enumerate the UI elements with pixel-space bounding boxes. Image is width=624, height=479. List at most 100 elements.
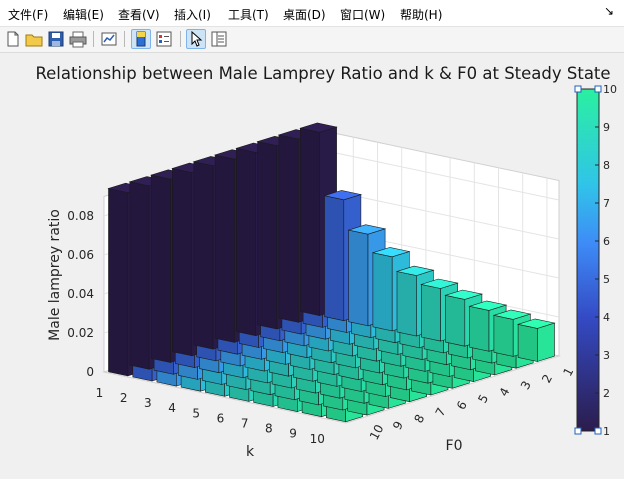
k-tick-label: 3 bbox=[144, 396, 152, 410]
colorbar-gradient bbox=[576, 88, 600, 432]
z-tick-label: 0.06 bbox=[67, 248, 94, 262]
bar-left-face bbox=[324, 195, 345, 322]
bar-left-face bbox=[150, 174, 171, 363]
new-figure-icon[interactable] bbox=[3, 29, 23, 49]
menu-file[interactable]: 文件(F) bbox=[8, 8, 49, 22]
grid-line bbox=[316, 148, 560, 201]
insert-legend-icon[interactable] bbox=[154, 29, 174, 49]
colorbar-tick-label: 9 bbox=[603, 121, 610, 134]
f0-tick-label: 10 bbox=[367, 422, 387, 442]
print-icon[interactable] bbox=[68, 29, 88, 49]
colorbar-tick-label: 7 bbox=[603, 197, 610, 210]
k-tick-label: 6 bbox=[217, 411, 225, 425]
k-tick-label: 4 bbox=[168, 401, 176, 415]
menu-help[interactable]: 帮助(H) bbox=[400, 8, 443, 22]
k-tick-label: 1 bbox=[96, 386, 104, 400]
bar-left-face bbox=[517, 323, 538, 362]
menu-bar: 文件(F) 编辑(E) 查看(V) 插入(I) 工具(T) 桌面(D) 窗口(W… bbox=[0, 0, 624, 27]
bar-left-face bbox=[469, 305, 490, 352]
z-tick-label: 0.08 bbox=[67, 209, 94, 223]
bar-left-face bbox=[420, 284, 441, 342]
f0-tick-label: 8 bbox=[411, 412, 427, 425]
f0-tick-label: 6 bbox=[454, 399, 470, 412]
edit-plot-arrow-icon[interactable] bbox=[186, 29, 206, 49]
toolbar-separator bbox=[124, 31, 125, 47]
colorbar-tick-label: 8 bbox=[603, 159, 610, 172]
f0-tick-label: 1 bbox=[560, 365, 576, 378]
bar-top-face bbox=[492, 309, 532, 320]
bar-left-face bbox=[372, 252, 393, 332]
colorbar-tick-label: 10 bbox=[603, 83, 617, 96]
menu-edit[interactable]: 编辑(E) bbox=[63, 8, 104, 22]
menu-insert[interactable]: 插入(I) bbox=[174, 8, 211, 22]
k-tick-label: 7 bbox=[241, 417, 249, 431]
colorbar-selection-handle bbox=[594, 427, 602, 435]
x-axis-label: k bbox=[246, 444, 255, 460]
bar-top-face bbox=[347, 224, 387, 235]
bar-left-face bbox=[236, 147, 256, 337]
open-folder-icon[interactable] bbox=[24, 29, 44, 49]
menu-window[interactable]: 窗口(W) bbox=[340, 8, 386, 22]
bar3-plot[interactable]: Relationship between Male Lamprey Ratio … bbox=[0, 53, 624, 475]
figure-area: Relationship between Male Lamprey Ratio … bbox=[0, 53, 624, 475]
k-tick-label: 8 bbox=[265, 422, 273, 436]
f0-tick-label: 7 bbox=[433, 405, 449, 418]
dock-arrow-icon[interactable]: ↘ bbox=[603, 4, 614, 18]
bar-left-face bbox=[493, 314, 514, 357]
bar-k10-f1 bbox=[516, 318, 556, 362]
link-plot-icon[interactable] bbox=[99, 29, 119, 49]
colorbar[interactable]: 1 2 3 4 5 6 7 8 9 10 bbox=[574, 83, 617, 438]
toolbar-separator bbox=[93, 31, 94, 47]
bar-left-face bbox=[278, 134, 299, 323]
bars-group bbox=[107, 122, 556, 423]
bar-top-face bbox=[299, 122, 338, 133]
bar-left-face bbox=[214, 154, 235, 343]
f0-tick-label: 4 bbox=[497, 385, 513, 398]
bar-left-face bbox=[299, 127, 320, 316]
bar-left-face bbox=[348, 229, 369, 327]
colorbar-selection-handle bbox=[574, 427, 582, 435]
bar-left-face bbox=[129, 181, 150, 370]
bar-top-face bbox=[468, 300, 508, 311]
bar-left-face bbox=[396, 271, 417, 337]
save-icon[interactable] bbox=[46, 29, 66, 49]
property-inspector-icon[interactable] bbox=[209, 29, 229, 49]
toolbar-separator bbox=[180, 31, 181, 47]
z-tick-label: 0 bbox=[86, 365, 94, 379]
f0-tick-label: 5 bbox=[475, 392, 491, 405]
menu-desktop[interactable]: 桌面(D) bbox=[283, 8, 326, 22]
bar-top-face bbox=[323, 190, 363, 201]
bar-left-face bbox=[445, 294, 466, 347]
z-axis-label: Male lamprey ratio bbox=[47, 209, 63, 341]
bar-top-face bbox=[444, 289, 484, 300]
bar-left-face bbox=[193, 161, 214, 350]
colorbar-tick-label: 2 bbox=[603, 387, 610, 400]
bar-top-face bbox=[371, 247, 411, 258]
k-tick-label: 2 bbox=[120, 391, 128, 405]
colorbar-tick-label: 4 bbox=[603, 311, 610, 324]
bar-front-face bbox=[537, 322, 555, 362]
bar-top-face bbox=[516, 318, 556, 329]
menu-tools[interactable]: 工具(T) bbox=[228, 8, 269, 22]
colorbar-tick-label: 6 bbox=[603, 235, 610, 248]
colorbar-selection-handle bbox=[594, 85, 602, 93]
bar-left-face bbox=[108, 188, 129, 377]
f0-tick-label: 2 bbox=[539, 372, 555, 385]
f0-tick-label: 3 bbox=[518, 379, 534, 392]
menu-view[interactable]: 查看(V) bbox=[118, 8, 160, 22]
k-tick-label: 5 bbox=[192, 406, 200, 420]
y-axis-label: F0 bbox=[446, 438, 463, 454]
colorbar-tick-label: 3 bbox=[603, 349, 610, 362]
bar-top-face bbox=[395, 265, 435, 276]
f0-tick-label: 9 bbox=[390, 419, 406, 432]
k-tick-label: 10 bbox=[310, 432, 325, 446]
bar-left-face bbox=[172, 168, 193, 357]
colorbar-tick-label: 1 bbox=[603, 425, 610, 438]
bar-left-face bbox=[257, 141, 278, 330]
colorbar-tick-label: 5 bbox=[603, 273, 610, 286]
figure-toolbar bbox=[0, 27, 624, 53]
z-tick-label: 0.02 bbox=[67, 326, 94, 340]
z-tick-label: 0.04 bbox=[67, 287, 94, 301]
insert-colorbar-icon[interactable] bbox=[131, 29, 151, 49]
colorbar-selection-handle bbox=[574, 85, 582, 93]
